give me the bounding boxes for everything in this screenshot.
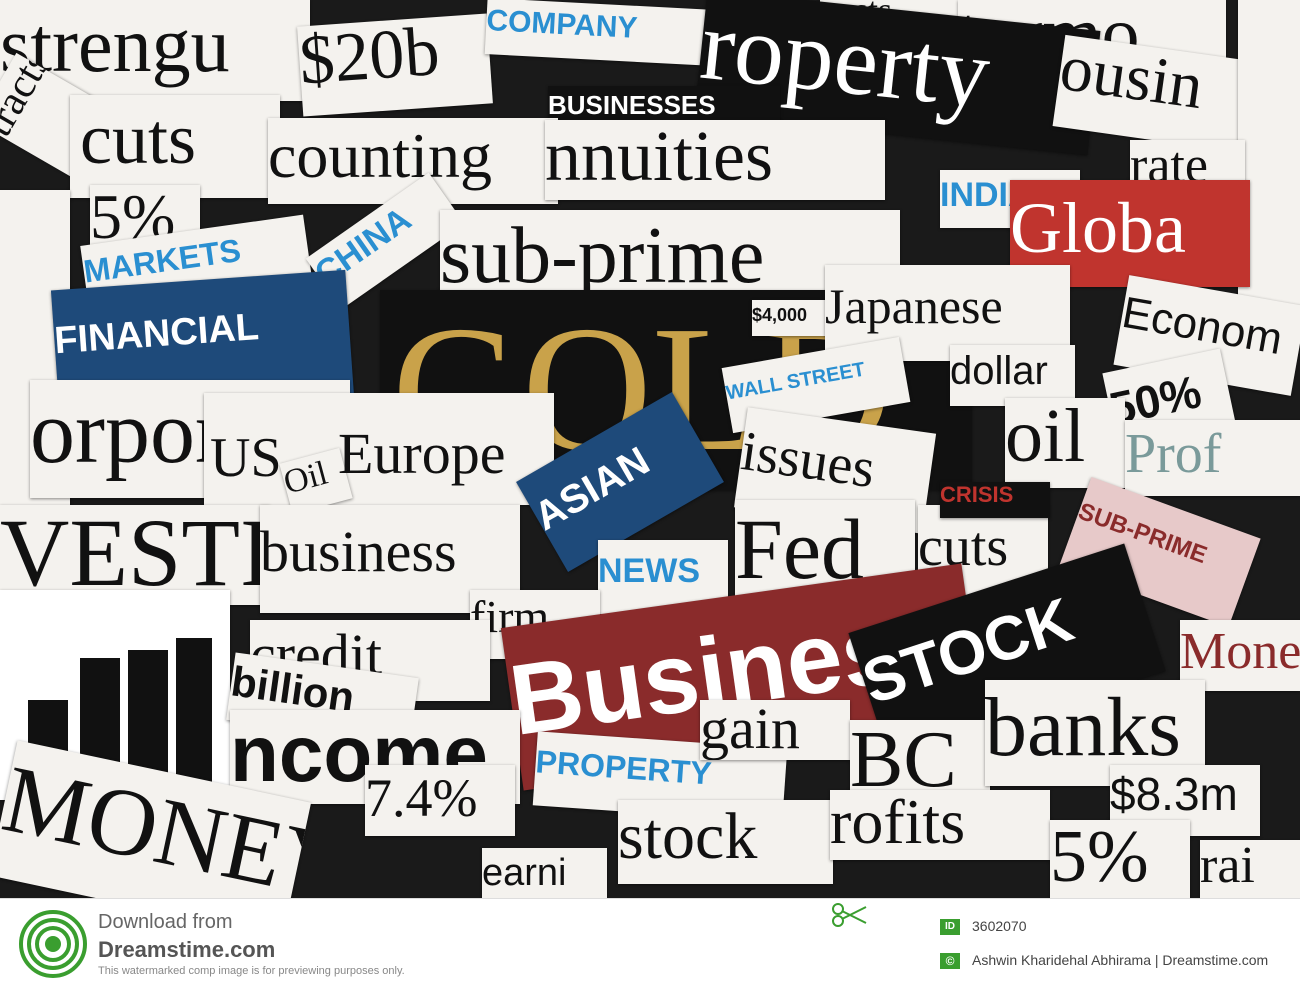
clipping-mone: Mone [1180,620,1300,691]
image-id: 3602070 [972,918,1027,934]
clipping-company: COMPANY [484,0,716,66]
clipping-europe: Europe [338,425,506,486]
clipping-stock-lower: stock [618,800,833,884]
clipping-prof: Prof [1125,420,1300,496]
clipping-us-europe [204,393,554,505]
clipping-7-4pct: 7.4% [365,765,515,836]
clipping-vesting: VESTING [0,505,270,605]
clipping-dollar: dollar [950,345,1075,406]
clipping-cuts: cuts [70,95,280,198]
clipping-gain: gain [700,700,850,760]
watermark-disclaimer: This watermarked comp image is for previ… [98,965,405,977]
dreamstime-logo-icon [19,910,87,978]
copyright-icon: © [940,953,960,969]
newspaper-collage: strengu $20b COMPANY costs turmo roperty… [0,0,1300,898]
watermark-footer: Download from Dreamstime.com This waterm… [0,898,1300,989]
clipping-5pct-lower: 5% [1050,820,1190,898]
brand-name[interactable]: Dreamstime.com [98,937,276,962]
clipping-rai: rai [1200,840,1300,898]
clipping-20b: $20b [297,13,493,117]
download-from-text: Download from [98,911,233,933]
clipping-us: US [210,430,282,489]
clipping-globa: Globa [1010,180,1250,287]
chart-bar-4 [176,638,212,790]
clipping-rofits: rofits [830,790,1050,860]
clipping-4000: $4,000 [752,300,830,336]
id-badge: ID [940,919,960,935]
clipping-oil: oil [1005,398,1125,488]
clipping-nnuities: nnuities [545,120,885,200]
clipping-crisis: CRISIS [940,482,1050,518]
clipping-earni: earni [482,848,607,898]
scissors-icon [832,903,867,927]
photographer-credit: Ashwin Kharidehal Abhirama | Dreamstime.… [972,952,1269,968]
